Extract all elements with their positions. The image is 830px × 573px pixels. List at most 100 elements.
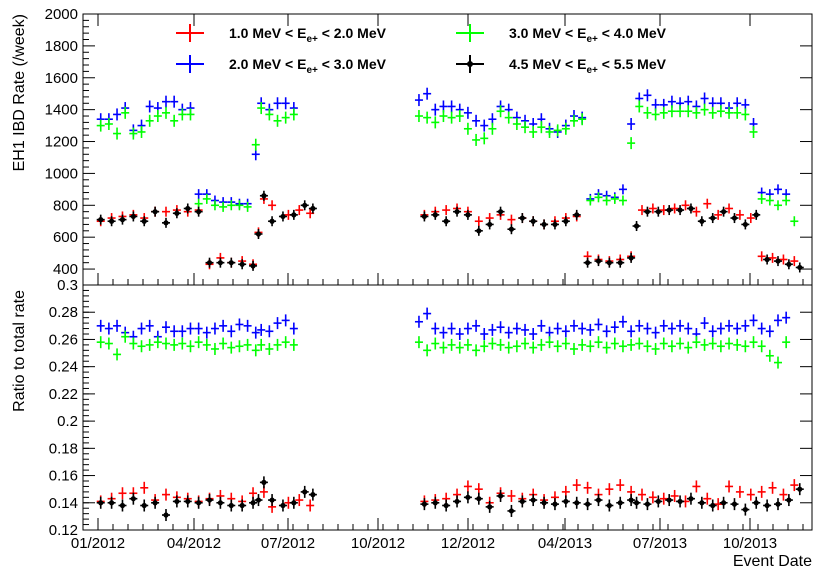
data-point xyxy=(643,106,652,119)
legend-item: 4.5 MeV < Ee+ < 5.5 MeV xyxy=(456,55,667,76)
data-point xyxy=(651,326,660,339)
data-point xyxy=(243,201,252,212)
data-point xyxy=(257,323,266,336)
data-point-marker xyxy=(163,512,169,518)
data-point xyxy=(692,106,701,119)
data-point xyxy=(638,205,646,216)
data-point xyxy=(553,322,562,335)
data-point xyxy=(602,325,611,338)
bottom-y-tick-label: 0.16 xyxy=(49,468,78,485)
data-point xyxy=(463,322,472,335)
data-point xyxy=(708,499,717,512)
data-point xyxy=(118,487,127,500)
legend-label: 4.5 MeV < Ee+ < 5.5 MeV xyxy=(509,56,667,76)
x-tick-label: 07/2012 xyxy=(261,535,315,552)
data-point xyxy=(289,496,298,509)
data-point xyxy=(463,106,472,119)
data-point xyxy=(768,252,777,263)
data-point-marker xyxy=(152,500,158,506)
bottom-y-tick-label: 0.3 xyxy=(57,277,78,294)
data-point-marker xyxy=(519,215,525,221)
data-point-marker xyxy=(280,502,286,509)
data-point xyxy=(431,116,440,129)
data-point xyxy=(183,203,192,214)
bottom-y-tick-label: 0.2 xyxy=(57,413,78,430)
data-point xyxy=(194,336,203,349)
data-point xyxy=(447,111,456,124)
data-point xyxy=(708,325,717,338)
data-point-marker xyxy=(530,218,536,224)
data-point xyxy=(643,340,652,353)
data-point-marker xyxy=(432,500,438,506)
data-point xyxy=(129,337,138,350)
data-point xyxy=(719,206,728,217)
data-point-marker xyxy=(786,261,792,267)
data-point xyxy=(561,122,570,135)
data-point-marker xyxy=(786,497,792,503)
data-point xyxy=(529,216,538,227)
bottom-y-tick-label: 0.26 xyxy=(49,331,78,348)
data-point xyxy=(104,322,113,335)
data-point xyxy=(616,479,625,492)
data-point xyxy=(162,106,170,119)
data-point xyxy=(488,323,497,336)
data-point-marker xyxy=(666,497,672,503)
data-point xyxy=(281,111,290,124)
x-tick-label: 10/2013 xyxy=(723,535,777,552)
data-point xyxy=(507,489,516,502)
data-point xyxy=(676,495,685,508)
data-point xyxy=(210,342,219,355)
data-point xyxy=(667,322,676,335)
data-point xyxy=(257,338,266,351)
data-point xyxy=(716,105,725,118)
data-point xyxy=(512,340,521,353)
data-point xyxy=(618,195,627,206)
data-point xyxy=(496,338,505,351)
data-point xyxy=(782,336,791,349)
x-tick-label: 12/2012 xyxy=(441,535,495,552)
data-point xyxy=(605,257,614,268)
data-point xyxy=(676,205,685,216)
data-point xyxy=(684,341,693,354)
data-point xyxy=(684,322,693,335)
data-point-marker xyxy=(617,500,623,506)
legend-label-prefix: 3.0 MeV < E xyxy=(509,25,586,41)
data-point xyxy=(643,89,652,102)
data-point-marker xyxy=(109,218,115,224)
data-point xyxy=(455,110,464,123)
data-point xyxy=(186,322,195,335)
data-point-marker xyxy=(775,258,781,264)
data-point xyxy=(268,216,277,227)
data-point xyxy=(774,356,782,369)
data-point-marker xyxy=(595,258,602,264)
data-point xyxy=(572,479,581,492)
data-point-marker xyxy=(541,500,547,506)
legend: 1.0 MeV < Ee+ < 2.0 MeV 3.0 MeV < Ee+ < 4… xyxy=(176,24,667,76)
data-point xyxy=(540,219,549,230)
data-point xyxy=(257,102,266,115)
data-point xyxy=(586,195,595,206)
data-point xyxy=(273,317,282,330)
data-point xyxy=(480,328,489,340)
data-point xyxy=(113,127,122,140)
data-point-marker xyxy=(753,212,759,218)
data-point-marker xyxy=(508,226,515,232)
data-point xyxy=(289,338,298,351)
data-point-marker xyxy=(141,502,147,509)
data-point xyxy=(300,485,309,498)
data-point xyxy=(586,340,595,353)
data-point xyxy=(423,111,432,124)
data-point xyxy=(129,211,138,222)
data-point xyxy=(202,338,211,351)
data-point xyxy=(145,319,154,332)
data-point xyxy=(697,496,706,509)
data-point xyxy=(96,214,105,225)
data-point xyxy=(227,200,236,211)
data-point xyxy=(96,119,105,132)
data-point xyxy=(423,87,432,100)
legend-item: 1.0 MeV < Ee+ < 2.0 MeV xyxy=(176,24,387,45)
data-point xyxy=(488,337,497,350)
data-point xyxy=(170,95,179,108)
data-point xyxy=(716,340,725,353)
data-point-marker xyxy=(130,213,136,220)
